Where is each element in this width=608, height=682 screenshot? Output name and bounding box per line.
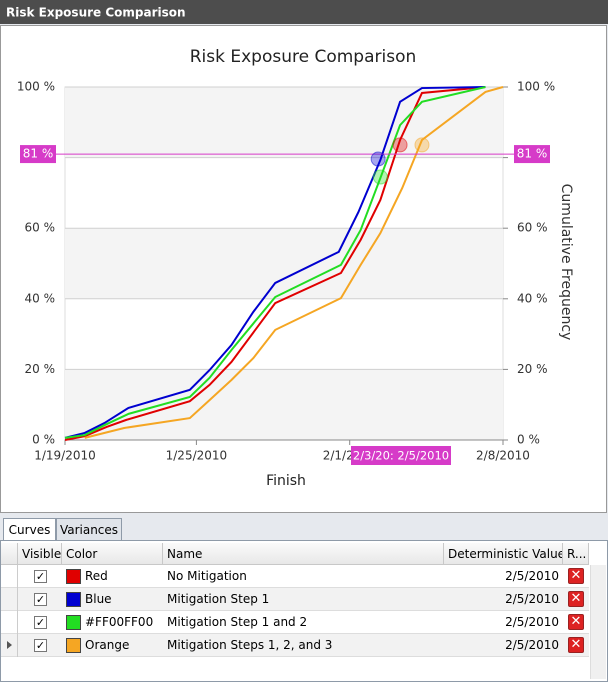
y2-tick-label: 40 % bbox=[517, 291, 548, 305]
series-marker bbox=[372, 169, 388, 185]
annotation-box bbox=[351, 446, 451, 465]
curve-name: Mitigation Step 1 and 2 bbox=[167, 615, 308, 629]
y2-axis-title: Cumulative Frequency bbox=[558, 184, 574, 341]
row-header bbox=[1, 611, 18, 634]
tab[interactable]: Variances bbox=[56, 518, 122, 540]
color-name: #FF00FF00 bbox=[85, 615, 154, 629]
row[interactable] bbox=[1, 611, 589, 634]
color-name: Orange bbox=[85, 638, 130, 652]
curve-name: No Mitigation bbox=[167, 569, 247, 583]
checkbox[interactable]: ✓ bbox=[34, 570, 47, 583]
series-marker bbox=[414, 137, 430, 153]
checkbox[interactable]: ✓ bbox=[34, 593, 47, 606]
series-marker bbox=[370, 151, 386, 167]
y2-tick-label: 100 % bbox=[517, 80, 555, 94]
series-line bbox=[64, 86, 486, 439]
color-name: Red bbox=[85, 569, 108, 583]
column-header[interactable]: Name bbox=[163, 543, 444, 565]
color-swatch bbox=[66, 592, 81, 607]
series-line bbox=[64, 86, 486, 441]
x-tick-label: 2/8/2010 bbox=[476, 449, 530, 463]
grid-band bbox=[65, 369, 503, 440]
row[interactable] bbox=[1, 634, 589, 657]
threshold-label: 81 % bbox=[23, 147, 54, 161]
x-axis-title: Finish bbox=[266, 473, 306, 489]
title-bar bbox=[0, 0, 608, 24]
y-tick-label: 0 % bbox=[32, 433, 55, 447]
series-line bbox=[64, 86, 486, 439]
chart-window: Risk Exposure Comparison Risk Exposure C… bbox=[0, 0, 608, 513]
scrollbar[interactable] bbox=[590, 565, 606, 679]
grid-band bbox=[65, 228, 503, 299]
x-tick-label: 1/25/2010 bbox=[166, 449, 228, 463]
remove-button[interactable]: ✕ bbox=[568, 568, 584, 584]
deterministic-value: 2/5/2010 bbox=[505, 592, 559, 606]
curve-name: Mitigation Step 1 bbox=[167, 592, 270, 606]
remove-button[interactable]: ✕ bbox=[568, 637, 584, 653]
y-tick-label: 20 % bbox=[25, 362, 56, 376]
row-header bbox=[1, 588, 18, 611]
tab[interactable]: Curves bbox=[3, 518, 56, 540]
y-tick-label: 60 % bbox=[25, 221, 56, 235]
color-name: Blue bbox=[85, 592, 112, 606]
deterministic-value: 2/5/2010 bbox=[505, 615, 559, 629]
curve-name: Mitigation Steps 1, 2, and 3 bbox=[167, 638, 333, 652]
series-line bbox=[84, 86, 504, 439]
y2-tick-label: 20 % bbox=[517, 362, 548, 376]
deterministic-value: 2/5/2010 bbox=[505, 638, 559, 652]
column-header[interactable]: R... bbox=[563, 543, 589, 565]
curves-grid: Visible Color Name Deterministic Value R... ✓… bbox=[0, 540, 608, 682]
y2-tick-label: 60 % bbox=[517, 221, 548, 235]
remove-button[interactable]: ✕ bbox=[568, 591, 584, 607]
color-swatch bbox=[66, 615, 81, 630]
color-swatch bbox=[66, 638, 81, 653]
column-header[interactable]: Color bbox=[62, 543, 163, 565]
annotation: 2/3/20: 2/5/2010 bbox=[353, 449, 449, 463]
column-header[interactable]: Visible bbox=[18, 543, 62, 565]
row-header bbox=[1, 565, 18, 588]
y-tick-label: 100 % bbox=[17, 80, 55, 94]
y-tick-label: 40 % bbox=[25, 291, 56, 305]
grid-band bbox=[65, 87, 503, 158]
window-title: Risk Exposure Comparison bbox=[6, 6, 186, 20]
row[interactable] bbox=[1, 565, 589, 588]
row-header-corner bbox=[1, 543, 18, 565]
row[interactable] bbox=[1, 588, 589, 611]
row-header bbox=[1, 634, 18, 657]
threshold-label: 81 % bbox=[517, 147, 548, 161]
threshold-label-box bbox=[20, 145, 56, 164]
row-indicator bbox=[7, 641, 12, 649]
x-tick-label: 1/19/2010 bbox=[34, 449, 96, 463]
y2-tick-label: 0 % bbox=[517, 433, 540, 447]
threshold-label-box bbox=[514, 145, 550, 164]
deterministic-value: 2/5/2010 bbox=[505, 569, 559, 583]
column-header[interactable]: Deterministic Value bbox=[444, 543, 563, 565]
series-marker bbox=[392, 137, 408, 153]
checkbox[interactable]: ✓ bbox=[34, 639, 47, 652]
checkbox[interactable]: ✓ bbox=[34, 616, 47, 629]
remove-button[interactable]: ✕ bbox=[568, 614, 584, 630]
color-swatch bbox=[66, 569, 81, 584]
chart-title: Risk Exposure Comparison bbox=[190, 47, 417, 67]
